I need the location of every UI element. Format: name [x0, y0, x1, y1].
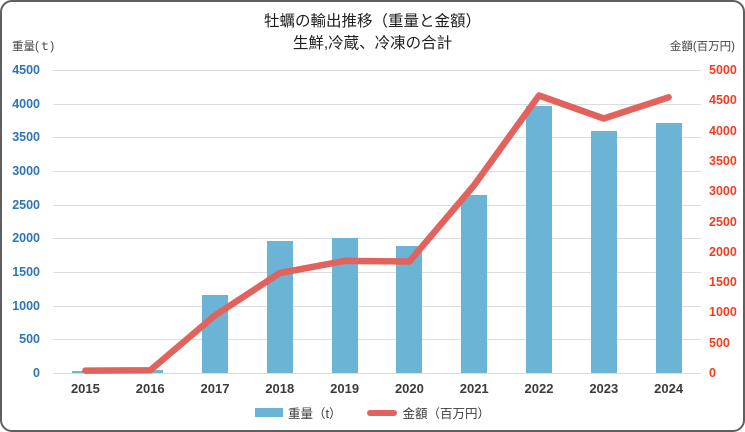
- x-axis-tick-2020: 2020: [394, 381, 424, 396]
- right-axis-tick: 5000: [709, 63, 737, 77]
- bar-2022: [526, 105, 552, 373]
- gridline: [53, 305, 701, 307]
- right-axis-tick: 0: [709, 366, 716, 380]
- bar-2020: [396, 246, 423, 373]
- x-axis-tick-2015: 2015: [70, 381, 100, 396]
- left-axis-tick: 4000: [12, 96, 40, 111]
- left-axis-tick: 3500: [12, 130, 40, 145]
- gridline: [53, 339, 701, 341]
- bar-2024: [655, 123, 682, 373]
- right-axis-tick: 4500: [709, 93, 737, 108]
- x-axis-tick-2016: 2016: [135, 381, 165, 396]
- x-axis-tick-2022: 2022: [524, 381, 554, 396]
- chart-title: 牡蠣の輸出推移（重量と金額） 生鮮,冷蔵、冷凍の合計: [2, 11, 743, 55]
- x-axis-tick-2019: 2019: [330, 381, 360, 396]
- left-axis-tick: 1500: [12, 265, 40, 279]
- right-axis-tick: 3500: [709, 153, 737, 168]
- x-axis-tick-2021: 2021: [459, 381, 489, 396]
- x-axis-tick-2023: 2023: [589, 381, 619, 396]
- bar-2018: [266, 241, 293, 373]
- chart-title-line2: 生鮮,冷蔵、冷凍の合計: [292, 35, 453, 52]
- gridline: [53, 70, 701, 71]
- left-axis-title: 重量(ｔ): [12, 41, 55, 53]
- gridline: [53, 204, 701, 206]
- gridline: [53, 238, 701, 240]
- left-axis-tick: 2000: [12, 231, 40, 246]
- right-axis-tick: 1500: [709, 275, 737, 290]
- right-axis-tick: 500: [709, 335, 730, 350]
- gridline: [53, 103, 701, 105]
- bar-2023: [590, 130, 617, 373]
- gridline: [53, 373, 701, 374]
- left-axis-tick: 1000: [12, 298, 40, 313]
- legend-item-weight: 重量（t）: [255, 403, 341, 422]
- right-axis-title: 金額(百万円): [669, 41, 735, 53]
- bar-2021: [461, 194, 488, 373]
- left-axis-tick: 4500: [12, 63, 40, 77]
- left-axis-tick: 500: [19, 332, 40, 347]
- legend-amount-label: 金額（百万円）: [402, 407, 490, 421]
- chart-title-line1: 牡蠣の輸出推移（重量と金額）: [263, 13, 481, 30]
- left-axis-tick: 0: [33, 366, 40, 380]
- amount-line: [82, 92, 672, 374]
- x-axis-tick-2017: 2017: [200, 381, 230, 396]
- gridline: [53, 272, 701, 273]
- left-axis-tick: 2500: [12, 197, 40, 212]
- legend-item-amount: 金額（百万円）: [367, 403, 490, 422]
- x-axis-tick-2018: 2018: [265, 381, 295, 396]
- legend-weight-label: 重量（t）: [288, 407, 342, 421]
- left-axis-tick: 3000: [12, 164, 40, 178]
- gridline: [53, 137, 701, 139]
- legend: 重量（t） 金額（百万円）: [2, 403, 743, 422]
- right-axis-tick: 2500: [709, 214, 737, 229]
- right-axis-tick: 1000: [709, 305, 737, 320]
- right-axis-tick: 2000: [709, 244, 737, 259]
- x-axis-tick-2024: 2024: [654, 381, 684, 396]
- right-axis-tick: 3000: [709, 184, 737, 199]
- right-axis-tick: 4000: [709, 123, 737, 138]
- amount-line-swatch-icon: [367, 409, 398, 416]
- plot-area: [53, 70, 701, 374]
- line-series: [82, 92, 672, 374]
- gridline: [53, 171, 701, 172]
- weight-bar-swatch-icon: [255, 408, 283, 417]
